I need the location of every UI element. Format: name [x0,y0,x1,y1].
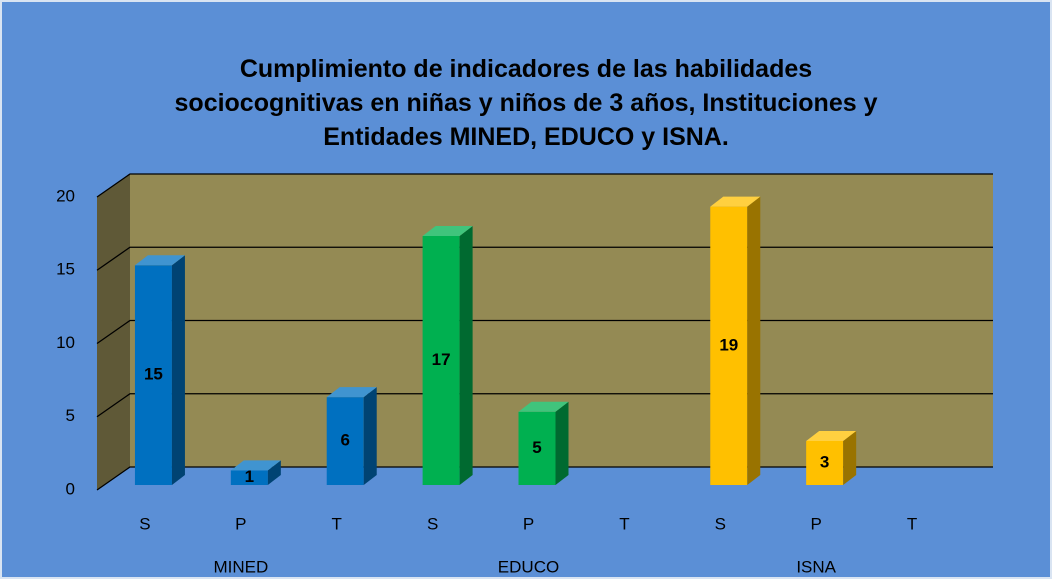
x-tick-label: P [523,514,534,533]
data-label: 19 [719,335,738,354]
bar-side [843,431,857,485]
bar-front [134,265,172,485]
bar-top [134,255,185,266]
x-tick-label: T [907,514,917,533]
bar [422,225,473,485]
y-tick-label: 15 [56,260,75,279]
y-tick-label: 5 [66,406,75,425]
bar-top [806,431,857,442]
y-tick-label: 10 [56,333,75,352]
bar [806,431,857,485]
x-tick-label: S [715,514,726,533]
group-label: MINED [213,557,268,576]
bar-side [747,196,761,485]
data-label: 17 [432,350,451,369]
bar-side [267,460,281,485]
bar-front [518,411,556,485]
data-label: 6 [340,431,349,450]
bar [134,255,185,485]
x-tick-label: S [427,514,438,533]
x-tick-label: S [139,514,150,533]
grid-line [96,393,993,418]
bar-top [518,401,569,412]
bar-top [326,387,377,398]
bar-front [710,206,748,485]
bar [518,401,569,485]
x-tick-label: T [619,514,629,533]
y-tick-label: 0 [66,479,75,498]
data-label: 3 [820,453,829,472]
grid-line [96,466,993,491]
x-tick-label: P [235,514,246,533]
bar [230,460,281,485]
bar-side [555,401,569,485]
bar-side [363,387,377,485]
x-tick-label: P [810,514,821,533]
bar-front [806,441,844,485]
grid-line [96,246,993,271]
grid-line [96,319,993,345]
group-label: EDUCO [498,557,559,576]
bar-top [710,196,761,207]
data-label: 1 [245,467,254,486]
bar-side [459,225,473,485]
bar-top [422,225,473,236]
bar-front [422,235,460,485]
x-tick-label: T [332,514,342,533]
bar-top [230,460,281,471]
bar-front [326,397,364,485]
grid-line [96,173,993,198]
bar [710,196,761,485]
data-label: 5 [532,438,541,457]
group-label: ISNA [796,557,836,576]
chart-title: Cumplimiento de indicadores de las habil… [174,55,878,151]
y-tick-label: 20 [56,186,75,205]
bar-front [230,470,268,485]
data-label: 15 [144,365,163,384]
bar [326,387,377,485]
bar-side [171,255,185,485]
